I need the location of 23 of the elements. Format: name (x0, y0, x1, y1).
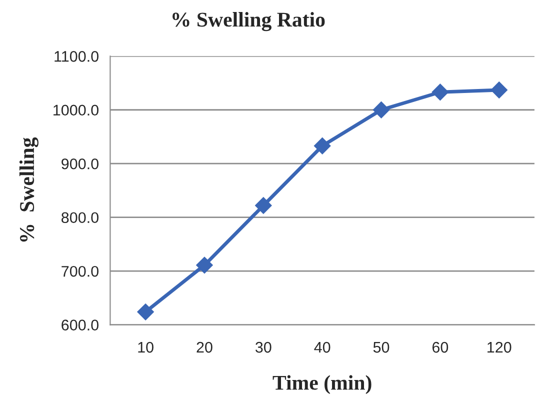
y-tick-label: 1100.0 (54, 51, 98, 62)
x-tick-label: 30 (255, 342, 272, 353)
y-tick-label: 900.0 (62, 158, 98, 170)
point (372, 101, 390, 118)
chart-title: % Swelling Ratio (172, 12, 325, 32)
x-axis-title: Time (min) (272, 375, 372, 394)
x-tick-label: 120 (488, 342, 512, 353)
y-tick-label: 700.0 (62, 266, 98, 277)
x-tick-label: 20 (196, 342, 212, 353)
y-axis-title: % Swelling (19, 137, 38, 242)
y-tick-label: 1000.0 (54, 104, 98, 116)
point (490, 82, 508, 98)
x-tick-label: 10 (138, 342, 154, 353)
point (432, 84, 449, 101)
point (255, 197, 272, 214)
y-tick-label: 600.0 (62, 320, 98, 330)
point (137, 304, 154, 320)
point (314, 138, 331, 154)
y-tick-label: 800.0 (62, 212, 98, 224)
x-tick-label: 50 (373, 342, 390, 353)
x-tick-label: 40 (314, 342, 330, 353)
point (196, 256, 213, 274)
x-tick-label: 60 (432, 342, 448, 353)
